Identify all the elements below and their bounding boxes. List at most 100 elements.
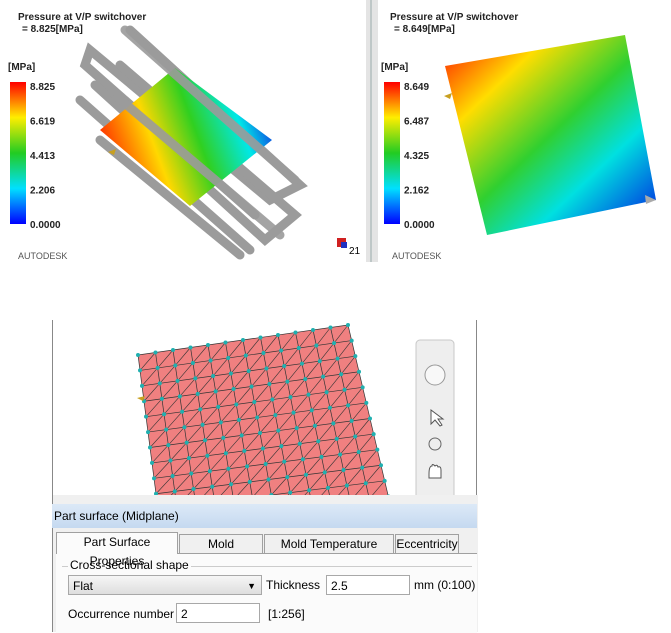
mesh-node xyxy=(250,385,254,389)
scale-label: 8.825 xyxy=(30,82,55,93)
mesh-node xyxy=(248,480,252,484)
mesh-node xyxy=(310,408,314,412)
scale-label: 0.0000 xyxy=(404,220,435,231)
field-label: Thickness xyxy=(266,578,320,592)
nav-wheel[interactable] xyxy=(425,365,445,385)
mesh-node xyxy=(176,379,180,383)
mesh-node xyxy=(325,390,329,394)
mesh-node xyxy=(140,384,144,388)
mesh-node xyxy=(346,323,350,327)
mesh-node xyxy=(294,331,298,335)
mesh-node xyxy=(339,372,343,376)
scale-label: 8.649 xyxy=(404,82,429,93)
mesh-node xyxy=(171,474,175,478)
mesh-node xyxy=(321,375,325,379)
brand: AUTODESK xyxy=(18,251,67,261)
tab[interactable]: Mold Properties xyxy=(179,534,263,553)
scale-label: 4.413 xyxy=(30,151,55,162)
view-value: = 8.825[MPa] xyxy=(22,24,83,35)
mesh-node xyxy=(192,487,196,491)
mesh-node xyxy=(244,354,248,358)
mesh-node xyxy=(307,488,311,492)
mesh-node xyxy=(224,451,228,455)
views: 21 Pressure at V/P switchover = 8.825[MP… xyxy=(0,0,671,500)
injection-marker xyxy=(444,93,452,99)
mesh-node xyxy=(300,362,304,366)
mesh-node xyxy=(201,423,205,427)
mesh-node xyxy=(187,456,191,460)
mesh-node xyxy=(206,343,210,347)
mesh-node xyxy=(357,450,361,454)
mesh-node xyxy=(164,428,168,432)
mesh-node xyxy=(255,416,259,420)
mesh-node xyxy=(261,447,265,451)
mesh-node xyxy=(259,336,263,340)
mesh-node xyxy=(338,452,342,456)
view-value: = 8.649[MPa] xyxy=(394,24,455,35)
mesh-node xyxy=(336,357,340,361)
mesh-node xyxy=(242,449,246,453)
tab[interactable]: Part Surface Properties xyxy=(56,532,178,554)
mesh-node xyxy=(138,368,142,372)
mesh-node xyxy=(211,374,215,378)
mesh-node xyxy=(318,359,322,363)
mesh-node xyxy=(232,387,236,391)
mesh-node xyxy=(216,405,220,409)
mesh-node xyxy=(224,341,228,345)
scale-label: 6.487 xyxy=(404,117,429,128)
unit: [MPa] xyxy=(8,62,35,73)
mesh-node xyxy=(158,381,162,385)
mesh-node xyxy=(178,394,182,398)
shape-dropdown[interactable]: Flat▼ xyxy=(68,575,262,595)
mesh-node xyxy=(323,470,327,474)
mesh-node xyxy=(379,463,383,467)
mesh-node xyxy=(173,363,177,367)
thickness-input[interactable]: 2.5 xyxy=(326,575,410,595)
dialog-title: Part surface (Midplane) xyxy=(52,504,477,528)
mesh-node xyxy=(326,486,330,490)
separator xyxy=(366,0,378,262)
tab[interactable]: Eccentricity xyxy=(395,534,459,553)
field-label: Occurrence number xyxy=(68,607,174,621)
mesh-node xyxy=(316,439,320,443)
view-title: Pressure at V/P switchover xyxy=(390,12,518,23)
mesh-node xyxy=(335,437,339,441)
mesh-node xyxy=(171,348,175,352)
mesh-node xyxy=(136,353,140,357)
mesh-node xyxy=(150,461,154,465)
mesh-node xyxy=(160,397,164,401)
occurrence-input[interactable]: 2 xyxy=(176,603,260,623)
dropdown-arrow: ▼ xyxy=(247,576,256,596)
tab[interactable]: Mold Temperature Profile xyxy=(264,534,394,553)
mesh-node xyxy=(285,475,289,479)
mesh-node xyxy=(292,411,296,415)
mesh-node xyxy=(182,425,186,429)
mesh-node xyxy=(193,376,197,380)
mesh-node xyxy=(226,356,230,360)
mesh-node xyxy=(144,415,148,419)
range-hint: mm (0:100) xyxy=(414,578,475,592)
mesh-node xyxy=(368,417,372,421)
mesh-node xyxy=(345,484,349,488)
mesh-node xyxy=(162,412,166,416)
mesh-node xyxy=(270,398,274,402)
mesh-node xyxy=(298,442,302,446)
mesh-node xyxy=(350,419,354,423)
unit: [MPa] xyxy=(381,62,408,73)
mesh-node xyxy=(276,429,280,433)
mesh-node xyxy=(311,328,315,332)
mesh-node xyxy=(219,420,223,424)
pan-tool[interactable] xyxy=(429,465,441,479)
mesh-node xyxy=(196,392,200,396)
mesh-node xyxy=(357,370,361,374)
color-bar xyxy=(10,82,26,224)
mesh-node xyxy=(276,333,280,337)
mesh-node xyxy=(360,466,364,470)
mesh-node xyxy=(245,464,249,468)
mesh-node xyxy=(156,366,160,370)
scale-label: 0.0000 xyxy=(30,220,61,231)
mesh-node xyxy=(180,410,184,414)
mesh-node xyxy=(331,421,335,425)
mesh-node xyxy=(301,457,305,461)
mesh-node xyxy=(282,460,286,464)
